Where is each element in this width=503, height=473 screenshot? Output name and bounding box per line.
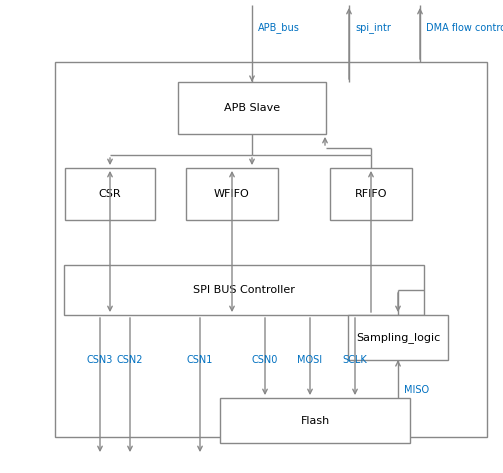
Text: Flash: Flash xyxy=(300,415,329,426)
Text: CSN2: CSN2 xyxy=(117,355,143,365)
Text: CSN3: CSN3 xyxy=(87,355,113,365)
Text: CSR: CSR xyxy=(99,189,121,199)
Text: Sampling_logic: Sampling_logic xyxy=(356,332,440,343)
Text: spi_intr: spi_intr xyxy=(355,23,391,34)
Text: MOSI: MOSI xyxy=(297,355,322,365)
Bar xyxy=(178,82,326,134)
Text: MISO: MISO xyxy=(404,385,429,395)
Text: WFIFO: WFIFO xyxy=(214,189,250,199)
Bar xyxy=(55,62,487,437)
Text: SPI BUS Controller: SPI BUS Controller xyxy=(193,285,295,295)
Bar xyxy=(186,168,278,220)
Text: CSN1: CSN1 xyxy=(187,355,213,365)
Text: CSN0: CSN0 xyxy=(252,355,278,365)
Bar xyxy=(348,315,448,360)
Text: APB Slave: APB Slave xyxy=(224,103,280,113)
Bar xyxy=(64,265,424,315)
Text: APB_bus: APB_bus xyxy=(258,23,300,34)
Text: RFIFO: RFIFO xyxy=(355,189,387,199)
Bar xyxy=(330,168,412,220)
Bar xyxy=(65,168,155,220)
Text: DMA flow control signal: DMA flow control signal xyxy=(426,23,503,33)
Text: SCLK: SCLK xyxy=(343,355,367,365)
Bar xyxy=(220,398,410,443)
